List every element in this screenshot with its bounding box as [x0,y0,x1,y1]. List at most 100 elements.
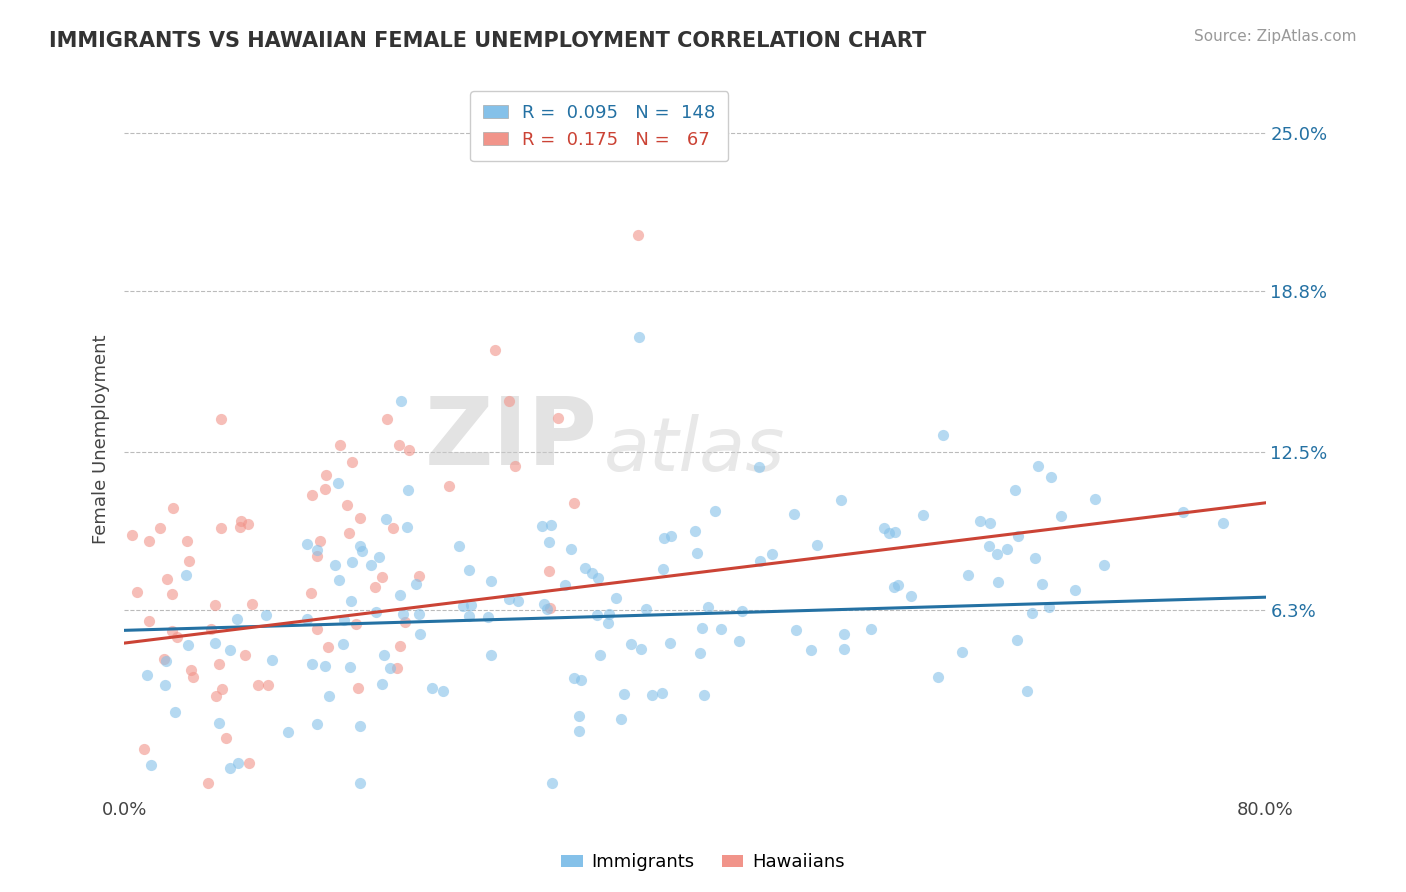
Point [598,607,620,622]
Point [731,605,754,619]
Point [246,678,269,692]
Point [831,492,853,507]
Point [957,568,980,582]
Point [498,591,520,606]
Point [477,610,499,624]
Point [1171,505,1194,519]
Point [295,612,318,626]
Point [121,528,143,542]
Point [950,644,973,658]
Point [125,585,148,599]
Point [204,689,226,703]
Point [375,412,398,426]
Point [340,455,363,469]
Point [690,620,713,634]
Point [329,438,352,452]
Point [589,648,612,662]
Point [325,558,347,572]
Point [505,459,527,474]
Point [141,758,163,772]
Point [560,542,582,557]
Point [1026,458,1049,473]
Point [748,459,770,474]
Point [396,519,419,533]
Point [613,687,636,701]
Point [176,638,198,652]
Point [581,566,603,580]
Point [380,661,402,675]
Point [398,443,420,458]
Point [314,659,336,673]
Point [479,574,502,588]
Point [389,639,412,653]
Point [160,587,183,601]
Point [336,498,359,512]
Point [630,642,652,657]
Point [332,637,354,651]
Point [219,643,242,657]
Point [233,648,256,663]
Point [225,612,247,626]
Point [328,573,350,587]
Point [371,569,394,583]
Point [437,479,460,493]
Point [628,330,651,344]
Point [987,574,1010,589]
Point [498,393,520,408]
Point [683,524,706,539]
Point [165,706,187,720]
Point [409,626,432,640]
Point [366,605,388,619]
Point [183,670,205,684]
Point [873,520,896,534]
Point [1007,529,1029,543]
Point [728,633,751,648]
Point [314,482,336,496]
Point [686,546,709,560]
Point [337,526,360,541]
Point [449,539,471,553]
Point [1024,550,1046,565]
Point [307,543,329,558]
Point [138,534,160,549]
Point [900,589,922,603]
Point [693,688,716,702]
Point [162,500,184,515]
Point [547,411,569,425]
Point [627,227,650,242]
Point [229,520,252,534]
Point [236,516,259,531]
Point [605,591,627,606]
Point [226,756,249,771]
Point [800,643,823,657]
Point [342,555,364,569]
Point [318,689,340,703]
Point [1064,583,1087,598]
Point [389,393,412,408]
Point [585,607,607,622]
Point [979,516,1001,530]
Point [238,756,260,770]
Point [340,593,363,607]
Point [1004,483,1026,497]
Point [1092,558,1115,573]
Point [299,585,322,599]
Point [537,534,560,549]
Point [806,538,828,552]
Point [229,514,252,528]
Point [995,541,1018,556]
Point [333,613,356,627]
Point [209,412,232,426]
Point [352,544,374,558]
Point [568,724,591,739]
Point [785,623,807,637]
Point [388,438,411,452]
Point [218,761,240,775]
Point [388,588,411,602]
Point [138,614,160,628]
Point [986,547,1008,561]
Point [537,565,560,579]
Point [689,646,711,660]
Point [479,648,502,662]
Point [640,688,662,702]
